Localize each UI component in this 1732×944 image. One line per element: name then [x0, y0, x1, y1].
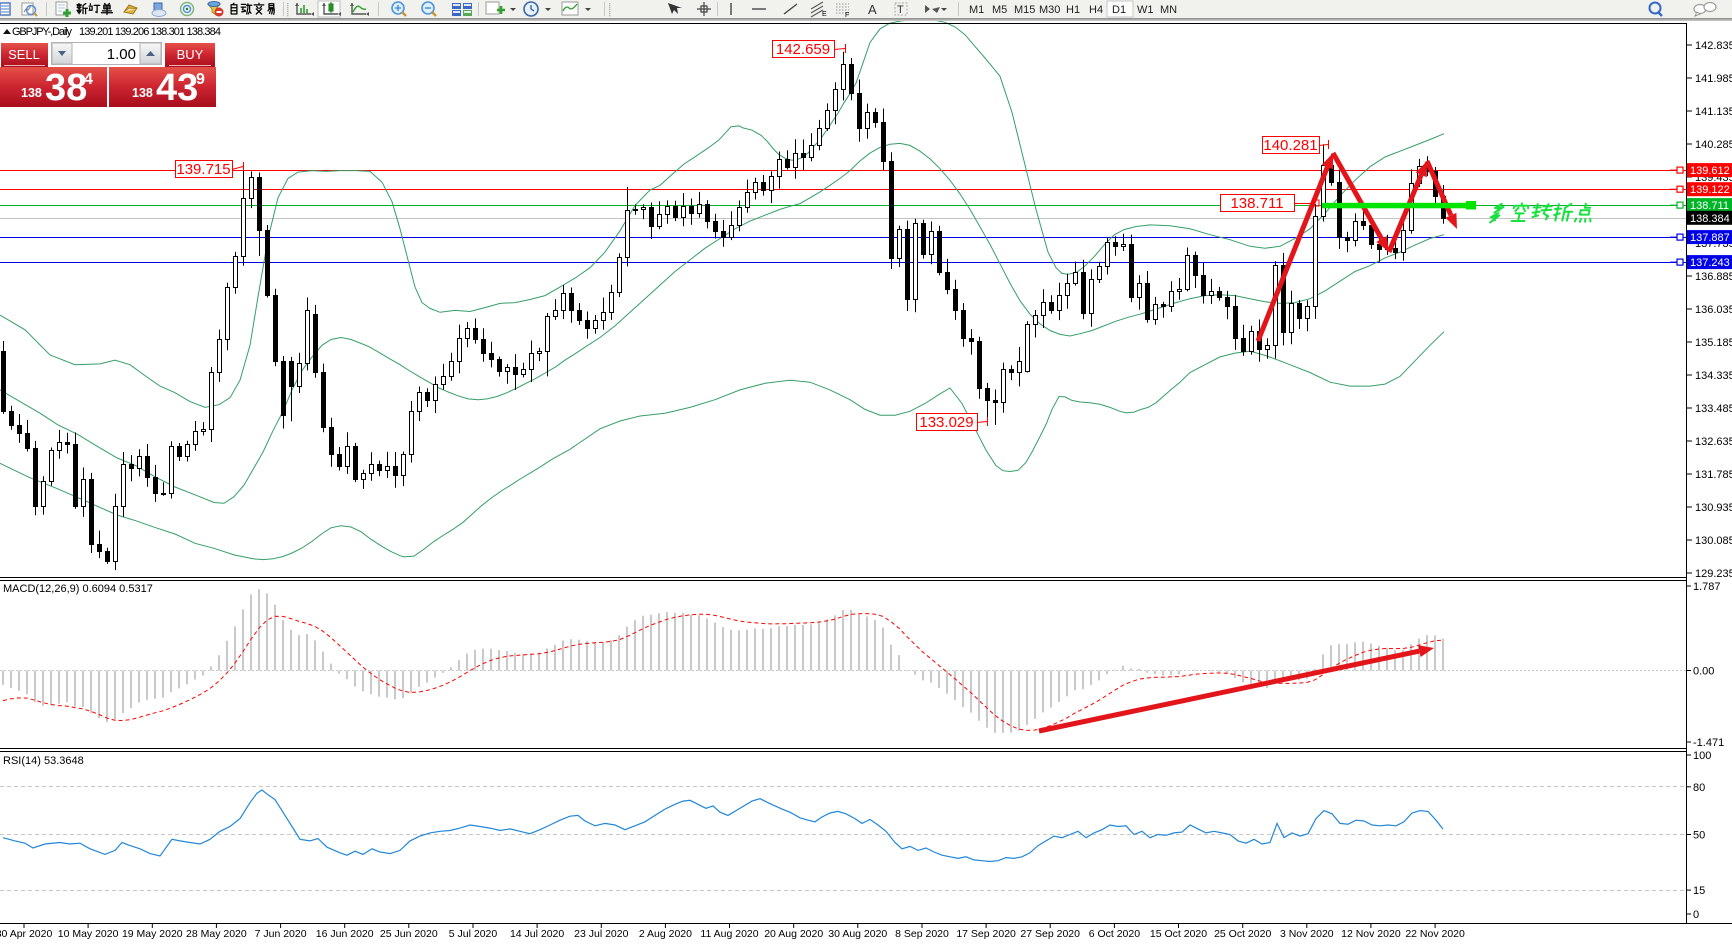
- svg-text:22 Nov 2020: 22 Nov 2020: [1405, 928, 1465, 940]
- svg-text:F: F: [845, 12, 849, 19]
- svg-text:7 Jun 2020: 7 Jun 2020: [255, 928, 307, 940]
- svg-text:17 Sep 2020: 17 Sep 2020: [956, 928, 1016, 940]
- svg-text:A: A: [868, 2, 877, 17]
- svg-text:-1.471: -1.471: [1693, 737, 1724, 749]
- svg-text:RSI(14) 53.3648: RSI(14) 53.3648: [3, 755, 84, 767]
- svg-text:0.00: 0.00: [1693, 666, 1714, 678]
- svg-text:43: 43: [156, 67, 198, 109]
- svg-text:5 Jul 2020: 5 Jul 2020: [449, 928, 498, 940]
- svg-text:3 Nov 2020: 3 Nov 2020: [1280, 928, 1334, 940]
- svg-text:133.029: 133.029: [919, 414, 973, 431]
- svg-text:M30: M30: [1039, 4, 1060, 16]
- svg-text:BUY: BUY: [177, 47, 204, 62]
- svg-text:2 Aug 2020: 2 Aug 2020: [639, 928, 692, 940]
- svg-text:W1: W1: [1137, 4, 1154, 16]
- svg-text:130.085: 130.085: [1695, 535, 1732, 547]
- svg-text:38: 38: [45, 67, 87, 109]
- svg-text:132.635: 132.635: [1695, 436, 1732, 448]
- svg-text:10 May 2020: 10 May 2020: [58, 928, 119, 940]
- svg-text:136.885: 136.885: [1695, 271, 1732, 283]
- svg-text:11 Aug 2020: 11 Aug 2020: [700, 928, 758, 940]
- svg-text:141.985: 141.985: [1695, 73, 1732, 85]
- svg-text:12 Nov 2020: 12 Nov 2020: [1341, 928, 1401, 940]
- svg-text:GBPJPY-,Daily: GBPJPY-,Daily: [12, 26, 73, 38]
- svg-text:H4: H4: [1089, 4, 1103, 16]
- svg-text:142.835: 142.835: [1695, 40, 1732, 52]
- svg-text:20 Aug 2020: 20 Aug 2020: [764, 928, 823, 940]
- svg-text:134.335: 134.335: [1695, 370, 1732, 382]
- svg-text:19 May 2020: 19 May 2020: [122, 928, 183, 940]
- svg-text:MACD(12,26,9) 0.6094 0.5317: MACD(12,26,9) 0.6094 0.5317: [3, 583, 153, 595]
- svg-text:25 Oct 2020: 25 Oct 2020: [1214, 928, 1271, 940]
- svg-text:1.787: 1.787: [1693, 581, 1721, 593]
- svg-text:9: 9: [196, 71, 205, 88]
- svg-text:138: 138: [21, 86, 42, 100]
- svg-text:M1: M1: [969, 4, 984, 16]
- svg-text:80: 80: [1693, 782, 1705, 794]
- svg-text:E: E: [822, 11, 827, 18]
- svg-text:137.243: 137.243: [1690, 257, 1730, 269]
- svg-text:50: 50: [1693, 830, 1705, 842]
- svg-text:30 Apr 2020: 30 Apr 2020: [0, 928, 52, 940]
- svg-text:25 Jun 2020: 25 Jun 2020: [380, 928, 438, 940]
- svg-text:100: 100: [1693, 750, 1711, 762]
- svg-text:138.711: 138.711: [1230, 195, 1283, 212]
- svg-text:6 Oct 2020: 6 Oct 2020: [1089, 928, 1141, 940]
- svg-text:133.485: 133.485: [1695, 403, 1732, 415]
- svg-text:27 Sep 2020: 27 Sep 2020: [1020, 928, 1080, 940]
- svg-text:139.612: 139.612: [1690, 165, 1730, 177]
- svg-text:H1: H1: [1066, 4, 1080, 16]
- svg-text:139.715: 139.715: [176, 161, 230, 178]
- svg-text:139.201 139.206 138.301 138.38: 139.201 139.206 138.301 138.384: [79, 26, 221, 38]
- svg-text:15 Oct 2020: 15 Oct 2020: [1150, 928, 1207, 940]
- svg-text:8 Sep 2020: 8 Sep 2020: [895, 928, 949, 940]
- svg-text:141.135: 141.135: [1695, 106, 1732, 118]
- svg-text:138.711: 138.711: [1690, 200, 1729, 212]
- svg-text:139.122: 139.122: [1690, 184, 1730, 196]
- svg-text:15: 15: [1693, 885, 1705, 897]
- svg-text:1.00: 1.00: [107, 46, 136, 63]
- svg-text:136.035: 136.035: [1695, 304, 1732, 316]
- svg-text:16 Jun 2020: 16 Jun 2020: [316, 928, 374, 940]
- svg-text:131.785: 131.785: [1695, 469, 1732, 481]
- svg-text:138: 138: [132, 86, 153, 100]
- svg-text:137.887: 137.887: [1690, 232, 1730, 244]
- svg-text:D1: D1: [1112, 4, 1126, 16]
- svg-text:142.659: 142.659: [776, 41, 830, 58]
- svg-text:4: 4: [84, 71, 93, 88]
- svg-text:140.281: 140.281: [1263, 137, 1317, 154]
- svg-text:T: T: [897, 4, 904, 16]
- svg-text:SELL: SELL: [8, 47, 40, 62]
- svg-text:129.235: 129.235: [1695, 568, 1732, 580]
- svg-text:138.384: 138.384: [1690, 213, 1730, 225]
- svg-text:MN: MN: [1160, 4, 1177, 16]
- svg-text:14 Jul 2020: 14 Jul 2020: [510, 928, 564, 940]
- svg-text:30 Aug 2020: 30 Aug 2020: [828, 928, 887, 940]
- svg-text:135.185: 135.185: [1695, 337, 1732, 349]
- svg-text:23 Jul 2020: 23 Jul 2020: [574, 928, 628, 940]
- svg-text:M5: M5: [992, 4, 1007, 16]
- svg-text:140.285: 140.285: [1695, 139, 1732, 151]
- svg-text:M15: M15: [1014, 4, 1035, 16]
- svg-text:130.935: 130.935: [1695, 502, 1732, 514]
- svg-text:0: 0: [1693, 909, 1699, 921]
- svg-text:28 May 2020: 28 May 2020: [186, 928, 247, 940]
